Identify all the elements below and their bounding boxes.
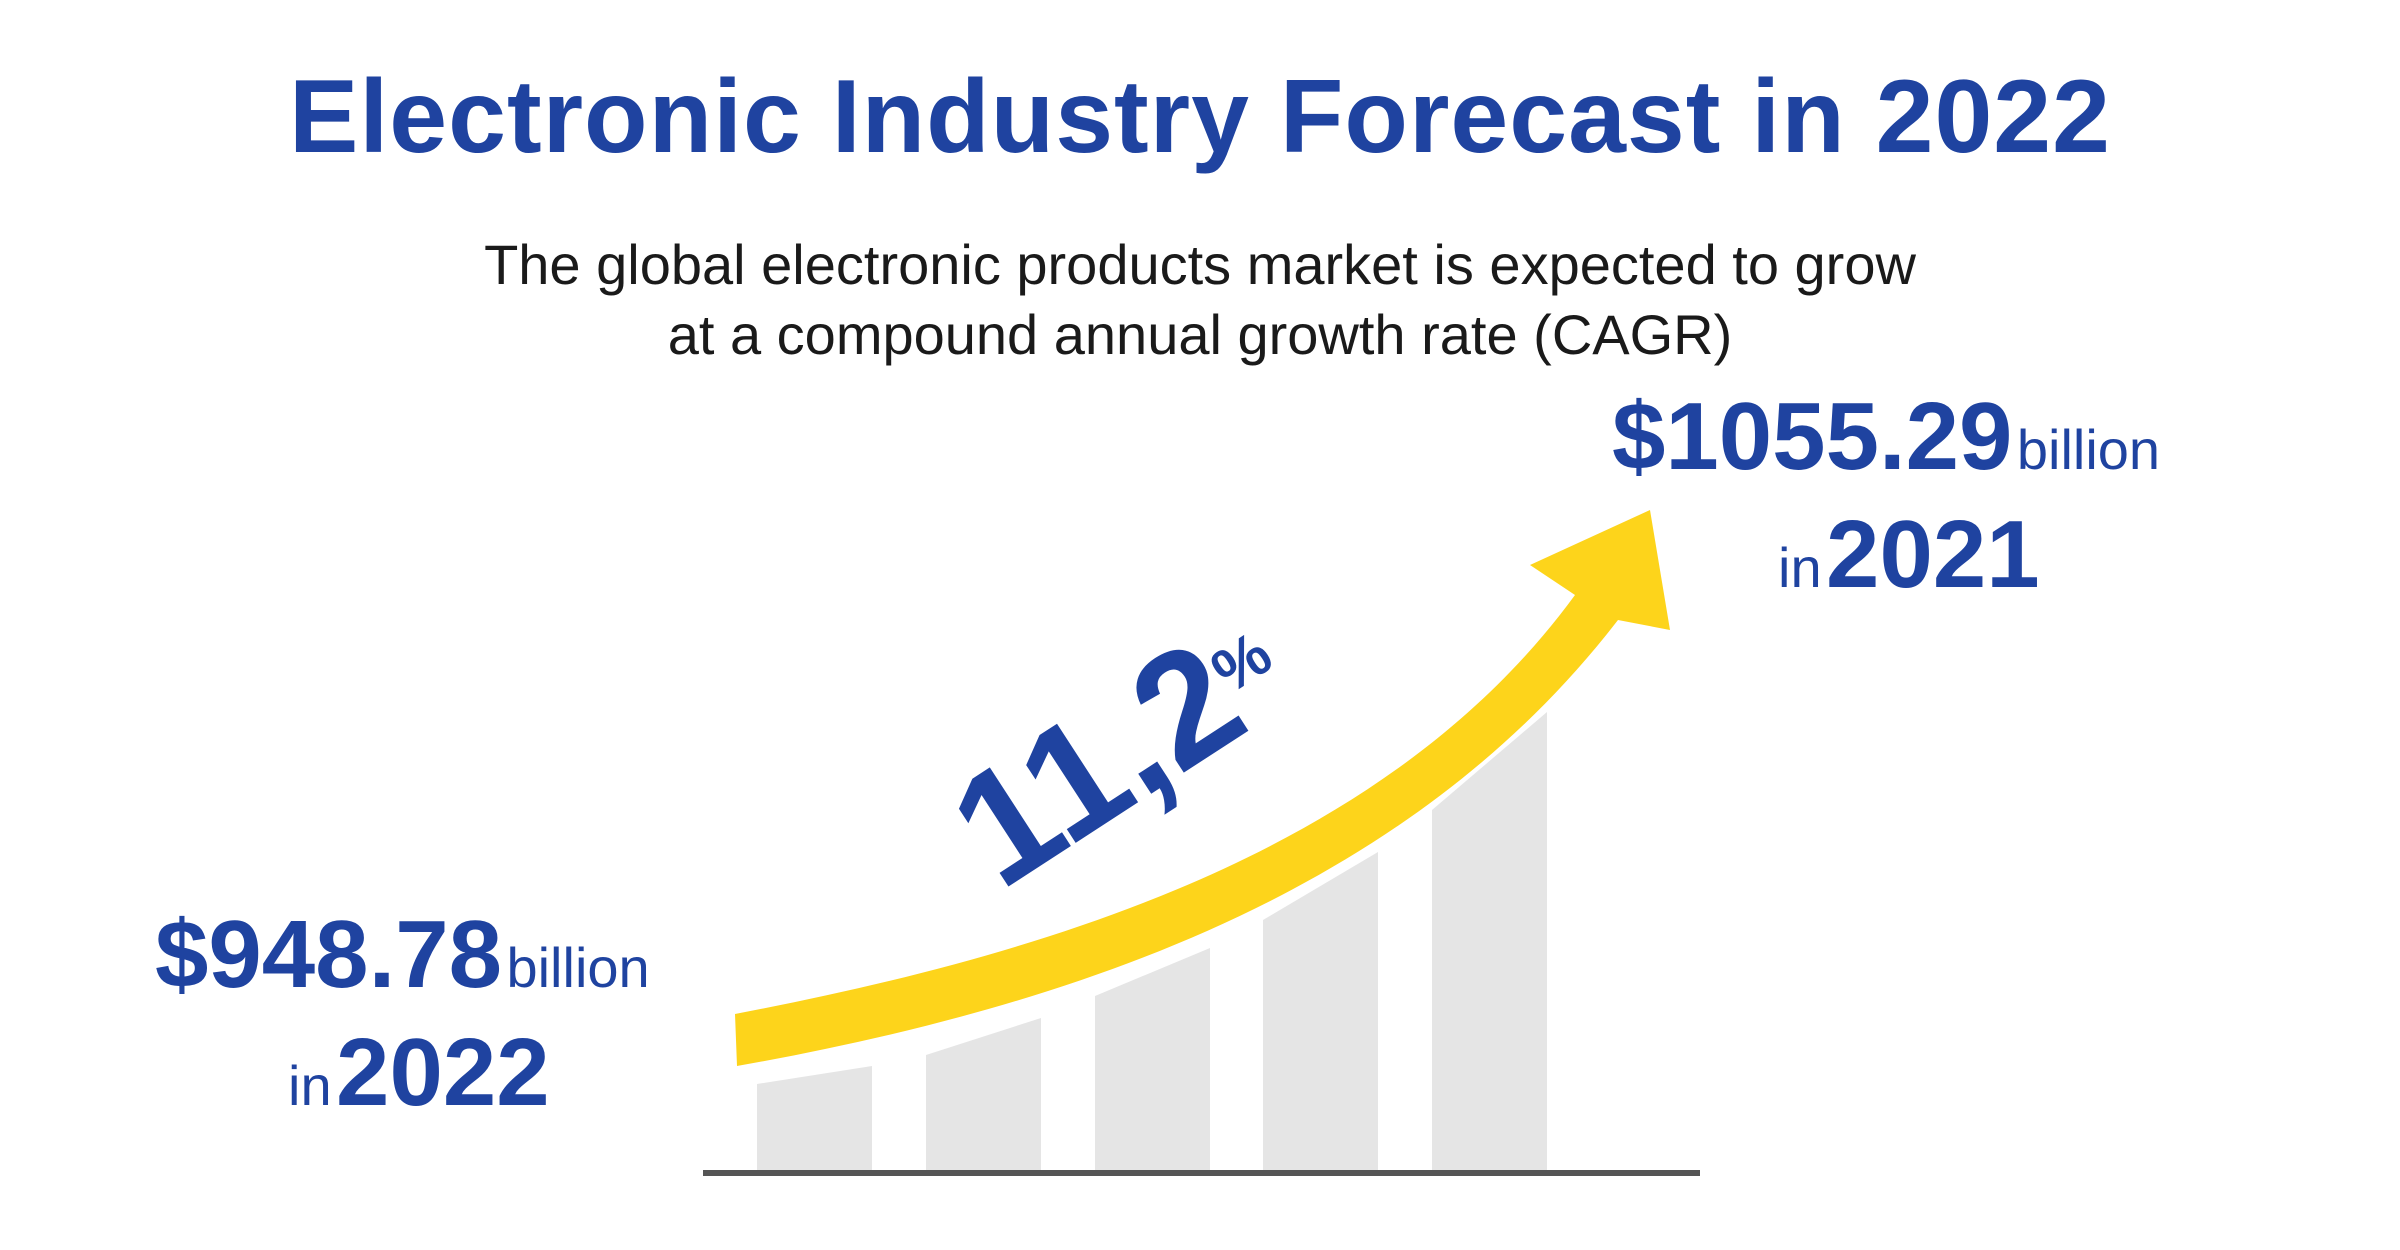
bar-5 xyxy=(1432,712,1547,1170)
subtitle: The global electronic products market is… xyxy=(0,230,2400,370)
subtitle-line-1: The global electronic products market is… xyxy=(484,233,1916,296)
page-title: Electronic Industry Forecast in 2022 xyxy=(289,59,2111,175)
growth-arrow-icon xyxy=(735,510,1670,1066)
start-value: $948.78 billion xyxy=(155,900,650,1010)
subtitle-line-2: at a compound annual growth rate (CAGR) xyxy=(667,303,1733,366)
start-year-line: in 2022 xyxy=(288,1018,550,1128)
end-year: 2021 xyxy=(1826,501,2040,608)
end-prefix: in xyxy=(1778,536,1822,599)
start-amount: $948.78 xyxy=(155,901,503,1008)
start-year: 2022 xyxy=(336,1019,550,1126)
bar-3 xyxy=(1095,948,1210,1170)
bar-4 xyxy=(1263,852,1378,1170)
bar-2 xyxy=(926,1018,1041,1170)
end-unit: billion xyxy=(2016,418,2161,481)
end-value: $1055.29 billion xyxy=(1612,382,2160,492)
start-prefix: in xyxy=(288,1054,332,1117)
bar-1 xyxy=(757,1066,872,1170)
start-unit: billion xyxy=(506,936,650,999)
end-year-line: in 2021 xyxy=(1778,500,2040,610)
end-amount: $1055.29 xyxy=(1612,383,2013,490)
